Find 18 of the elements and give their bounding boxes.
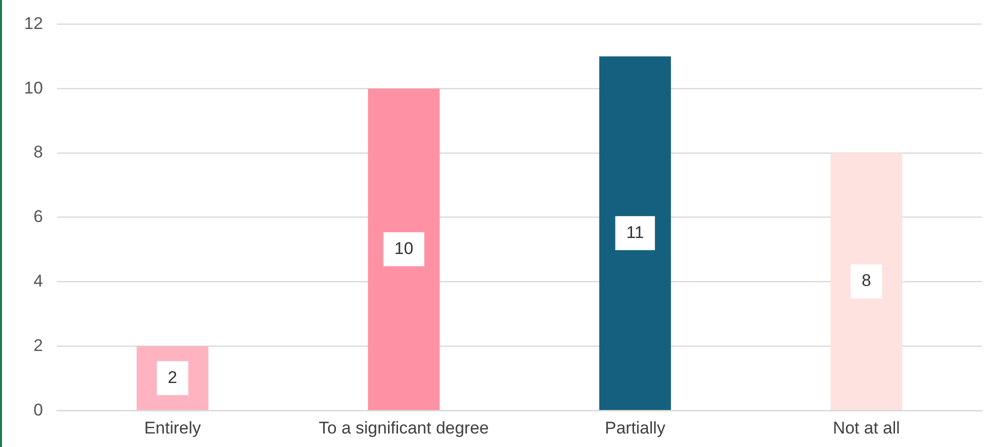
x-tick-label: Entirely xyxy=(144,418,202,438)
y-tick-label: 8 xyxy=(33,142,43,162)
y-tick-label: 2 xyxy=(33,336,43,355)
y-tick-label: 0 xyxy=(33,400,43,420)
y-tick-label: 12 xyxy=(24,14,43,33)
y-tick-label: 6 xyxy=(33,207,43,226)
y-tick-label: 10 xyxy=(24,78,43,98)
y-tick-label: 4 xyxy=(33,271,43,290)
data-label: 11 xyxy=(626,222,644,242)
data-label: 10 xyxy=(394,238,414,258)
x-tick-label: To a significant degree xyxy=(318,418,489,438)
bar xyxy=(368,88,440,410)
data-label: 2 xyxy=(168,368,178,387)
bar xyxy=(830,153,902,410)
x-tick-label: Not at all xyxy=(832,418,900,438)
x-tick-label: Partially xyxy=(604,418,666,438)
data-label: 8 xyxy=(862,271,872,290)
bar xyxy=(599,56,671,410)
